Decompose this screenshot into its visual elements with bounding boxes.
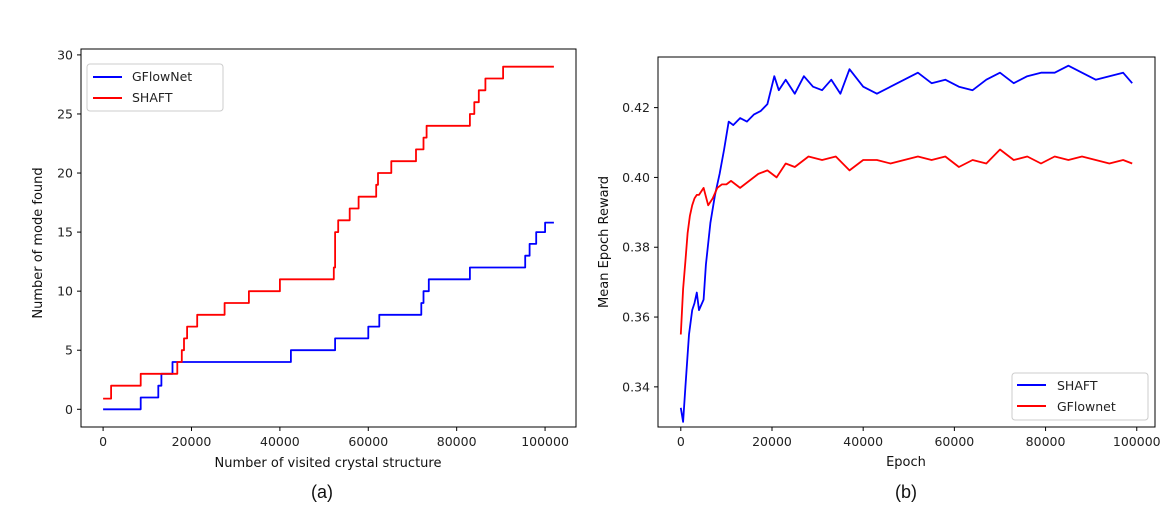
b-y-tick-label: 0.38 — [622, 240, 650, 255]
a-legend-label-0: GFlowNet — [132, 69, 192, 84]
b-y-axis-label: Mean Epoch Reward — [597, 176, 612, 308]
b-legend-label-0: SHAFT — [1057, 378, 1098, 393]
b-x-ticks: 0 20000 40000 60000 80000 100000 — [677, 427, 1161, 449]
a-legend-box — [86, 63, 224, 112]
a-x-tick-label: 40000 — [260, 434, 300, 449]
b-y-tick-label: 0.36 — [622, 310, 650, 325]
a-y-tick-label: 30 — [57, 47, 73, 62]
a-y-axis-label: Number of mode found — [31, 167, 46, 318]
b-series-gflownet-line — [679, 148, 1133, 335]
b-y-tick-label: 0.34 — [622, 379, 650, 394]
panel-b: 0 20000 40000 60000 80000 100000 0.34 0.36 0.38… — [597, 56, 1161, 502]
b-x-tick-label: 100000 — [1113, 434, 1161, 449]
a-x-tick-label: 80000 — [437, 434, 477, 449]
a-series-shaft-line — [103, 65, 554, 400]
a-x-axis-label: Number of visited crystal structure — [215, 456, 442, 471]
a-legend-label-1: SHAFT — [132, 90, 173, 105]
a-y-tick-label: 20 — [57, 166, 73, 181]
b-y-ticks: 0.34 0.36 0.38 0.40 0.42 — [622, 100, 658, 394]
panel-a: 0 20000 40000 60000 80000 100000 0 5 10 15 20 25 30… — [31, 47, 577, 502]
a-x-tick-label: 60000 — [348, 434, 388, 449]
a-x-tick-label: 20000 — [172, 434, 212, 449]
a-x-tick-label: 100000 — [521, 434, 569, 449]
a-legend: GFlowNet SHAFT — [86, 63, 224, 112]
b-x-axis-label: Epoch — [886, 455, 926, 470]
b-caption: (b) — [895, 482, 917, 502]
b-series-lines — [679, 64, 1133, 423]
a-series-lines — [103, 65, 554, 411]
a-y-tick-label: 0 — [65, 402, 73, 417]
b-legend-label-1: GFlownet — [1057, 399, 1116, 414]
b-y-tick-label: 0.40 — [622, 170, 650, 185]
b-legend: SHAFT GFlownet — [1011, 372, 1149, 421]
a-y-tick-label: 15 — [57, 225, 73, 240]
b-x-tick-label: 0 — [677, 434, 685, 449]
a-series-gflownet-line — [103, 221, 554, 411]
b-y-tick-label: 0.42 — [622, 100, 650, 115]
axes-a-frame — [80, 48, 577, 428]
axes-b-frame — [657, 56, 1156, 428]
a-y-ticks: 0 5 10 15 20 25 30 — [57, 47, 81, 417]
b-series-shaft-line — [679, 64, 1133, 423]
a-x-ticks: 0 20000 40000 60000 80000 100000 — [99, 427, 569, 449]
b-x-tick-label: 20000 — [752, 434, 792, 449]
a-x-tick-label: 0 — [99, 434, 107, 449]
b-x-tick-label: 80000 — [1026, 434, 1066, 449]
b-x-tick-label: 40000 — [843, 434, 883, 449]
a-y-tick-label: 25 — [57, 106, 73, 121]
b-x-tick-label: 60000 — [934, 434, 974, 449]
a-y-tick-label: 5 — [65, 343, 73, 358]
a-caption: (a) — [311, 482, 333, 502]
a-y-tick-label: 10 — [57, 284, 73, 299]
